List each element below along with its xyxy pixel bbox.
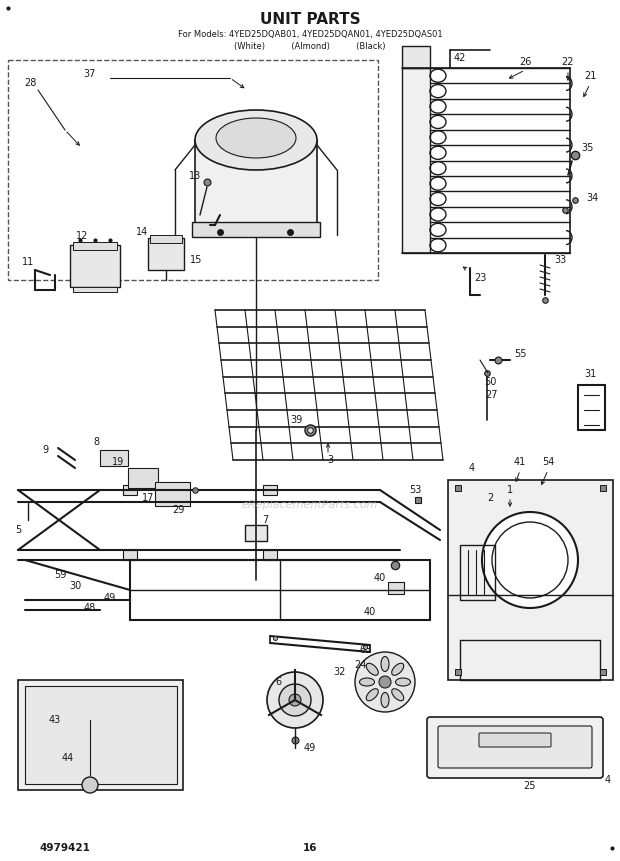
Text: 13: 13 xyxy=(189,171,201,181)
Text: 1: 1 xyxy=(507,485,513,495)
Text: 55: 55 xyxy=(514,349,526,359)
Bar xyxy=(123,485,137,495)
Bar xyxy=(128,468,158,488)
Text: 17: 17 xyxy=(142,493,154,503)
Bar xyxy=(460,545,495,600)
Bar xyxy=(123,550,137,560)
Text: 48: 48 xyxy=(84,603,96,613)
Text: 14: 14 xyxy=(136,227,148,237)
Bar xyxy=(245,525,267,541)
Text: 4: 4 xyxy=(605,775,611,785)
Circle shape xyxy=(355,652,415,712)
Bar xyxy=(100,450,128,466)
Text: 3: 3 xyxy=(327,455,333,465)
Text: 12: 12 xyxy=(76,231,88,241)
Text: 40: 40 xyxy=(364,607,376,617)
Text: 4: 4 xyxy=(469,463,475,473)
Text: 54: 54 xyxy=(542,457,554,467)
Text: 24: 24 xyxy=(354,660,366,670)
Bar xyxy=(18,680,183,790)
Ellipse shape xyxy=(392,663,404,675)
Text: 50: 50 xyxy=(484,377,496,387)
Text: 2: 2 xyxy=(487,493,493,503)
FancyBboxPatch shape xyxy=(479,733,551,747)
Text: 28: 28 xyxy=(24,78,36,88)
Text: 63: 63 xyxy=(359,645,371,655)
Text: 21: 21 xyxy=(584,71,596,81)
Bar xyxy=(388,582,404,594)
Bar xyxy=(148,238,184,270)
Circle shape xyxy=(279,684,311,716)
Bar xyxy=(73,287,117,292)
Text: 22: 22 xyxy=(562,57,574,67)
Bar xyxy=(192,222,320,237)
Text: 6: 6 xyxy=(275,677,281,687)
Ellipse shape xyxy=(381,656,389,672)
Ellipse shape xyxy=(360,678,374,686)
Text: 25: 25 xyxy=(524,781,536,791)
Text: 59: 59 xyxy=(54,570,66,580)
Text: 49: 49 xyxy=(304,743,316,753)
Ellipse shape xyxy=(216,118,296,158)
Bar xyxy=(25,686,177,784)
Bar xyxy=(150,235,182,243)
Text: 41: 41 xyxy=(514,457,526,467)
Text: 40: 40 xyxy=(374,573,386,583)
FancyBboxPatch shape xyxy=(427,717,603,778)
Circle shape xyxy=(267,672,323,728)
Text: 23: 23 xyxy=(474,273,486,283)
Circle shape xyxy=(379,676,391,688)
Ellipse shape xyxy=(396,678,410,686)
Text: 53: 53 xyxy=(409,485,421,495)
Ellipse shape xyxy=(366,663,378,675)
Text: 11: 11 xyxy=(22,257,34,267)
Bar xyxy=(402,46,430,68)
Bar xyxy=(155,482,190,506)
Text: For Models: 4YED25DQAB01, 4YED25DQAN01, 4YED25DQAS01: For Models: 4YED25DQAB01, 4YED25DQAN01, … xyxy=(178,29,442,39)
Bar xyxy=(402,68,430,253)
Text: 27: 27 xyxy=(485,390,498,400)
Ellipse shape xyxy=(381,692,389,708)
Ellipse shape xyxy=(392,689,404,701)
Bar xyxy=(195,140,317,230)
Text: 39: 39 xyxy=(290,415,302,425)
Bar xyxy=(73,242,117,250)
Bar xyxy=(8,60,378,280)
Text: 44: 44 xyxy=(62,753,74,763)
Text: 7: 7 xyxy=(262,515,268,525)
Text: eReplacementParts.com: eReplacementParts.com xyxy=(242,500,378,510)
Text: 29: 29 xyxy=(172,505,184,515)
Circle shape xyxy=(289,694,301,706)
Text: 43: 43 xyxy=(49,715,61,725)
Text: (White)          (Almond)          (Black): (White) (Almond) (Black) xyxy=(234,41,386,51)
Text: 15: 15 xyxy=(190,255,202,265)
Text: 16: 16 xyxy=(303,843,317,853)
Text: 33: 33 xyxy=(554,255,566,265)
Text: 19: 19 xyxy=(112,457,124,467)
Text: 34: 34 xyxy=(586,193,598,203)
Circle shape xyxy=(482,512,578,608)
Text: 4979421: 4979421 xyxy=(40,843,91,853)
Ellipse shape xyxy=(366,689,378,701)
Text: 37: 37 xyxy=(84,69,96,79)
Text: 42: 42 xyxy=(454,53,466,63)
Bar xyxy=(263,550,277,560)
Bar xyxy=(263,485,277,495)
Text: 35: 35 xyxy=(582,143,594,153)
Text: 49: 49 xyxy=(104,593,116,603)
Text: 5: 5 xyxy=(15,525,21,535)
Text: 9: 9 xyxy=(42,445,48,455)
Text: 8: 8 xyxy=(93,437,99,447)
Ellipse shape xyxy=(195,110,317,170)
FancyBboxPatch shape xyxy=(438,726,592,768)
Circle shape xyxy=(82,777,98,793)
Text: 30: 30 xyxy=(69,581,81,591)
Text: 26: 26 xyxy=(519,57,531,67)
Text: 31: 31 xyxy=(584,369,596,379)
Bar xyxy=(70,245,120,287)
Text: UNIT PARTS: UNIT PARTS xyxy=(260,13,360,28)
Bar xyxy=(448,480,613,680)
Text: 32: 32 xyxy=(334,667,346,677)
